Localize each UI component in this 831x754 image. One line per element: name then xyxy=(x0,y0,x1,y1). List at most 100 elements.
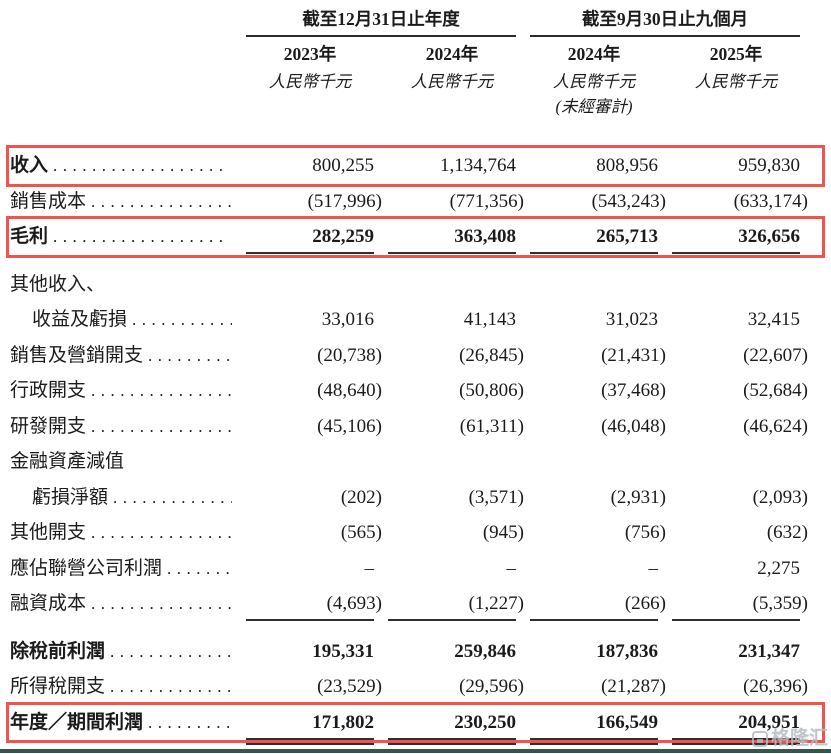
row-value: (61,311) xyxy=(459,415,524,437)
currency-unit-label: 人民幣千元 xyxy=(694,72,778,91)
row-label-cell: 行政開支.................. xyxy=(10,379,232,403)
row-value xyxy=(246,450,374,453)
row-value: (37,468) xyxy=(601,380,666,401)
row-label-cell: 所得稅開支.................. xyxy=(10,675,232,699)
row-value: 1,134,764 xyxy=(440,155,516,176)
row-value: (22,607) xyxy=(743,344,808,366)
dot-leader: .................. xyxy=(148,712,232,732)
row-value: 808,956 xyxy=(596,155,658,176)
row-value: (771,356) xyxy=(449,190,524,212)
row-value: 326,656 xyxy=(672,225,800,254)
currency-unit-label: 人民幣千元 xyxy=(552,72,636,91)
table-row: 融資成本.................. (4,693)(1,227)(266… xyxy=(10,587,808,623)
row-value: (45,106) xyxy=(317,415,382,437)
year-col-2025-9m: 2025年 xyxy=(709,44,763,64)
unaudited-row: (未經審計) xyxy=(10,97,800,117)
table-header: 截至12月31日止年度 截至9月30日止九個月 2023年 2024年 2024… xyxy=(10,0,800,117)
row-label: 金融資產減值 xyxy=(10,451,125,472)
row-label: 研發開支 xyxy=(10,415,87,437)
dot-leader: .................. xyxy=(53,156,229,175)
table-row: 毛利.................. 282,259 363,408 265,71… xyxy=(6,216,825,257)
row-value: (5,359) xyxy=(672,592,808,621)
row-label-cell: 其他開支.................. xyxy=(10,521,232,545)
row-value: – xyxy=(364,557,375,579)
row-label: 虧損淨額 xyxy=(32,486,109,508)
table-row: 金融資產減值 xyxy=(10,445,800,481)
row-value: (29,596) xyxy=(388,675,524,704)
dot-leader: .................. xyxy=(91,191,232,211)
dot-leader: .................. xyxy=(113,487,232,507)
row-label: 收益及虧損 xyxy=(32,309,128,330)
row-label: 行政開支 xyxy=(10,380,87,401)
row-label-cell: 研發開支.................. xyxy=(10,415,232,439)
row-value: (46,624) xyxy=(743,415,808,437)
watermark-logo-icon xyxy=(751,731,768,747)
table-row: 其他開支.................. (565) (945) (756) (63… xyxy=(10,516,808,552)
row-value: 231,347 xyxy=(738,640,800,662)
row-value: 41,143 xyxy=(463,309,516,330)
row-value: 195,331 xyxy=(312,640,374,662)
table-row: 研發開支.................. (45,106) (61,311) (4… xyxy=(10,410,808,446)
row-value: – xyxy=(506,557,517,579)
row-value xyxy=(530,273,658,276)
table-row: 年度／期間利潤.................. 171,802 230,250 1… xyxy=(6,701,825,745)
table-container: 截至12月31日止年度 截至9月30日止九個月 2023年 2024年 2024… xyxy=(6,0,825,745)
dot-leader: .................. xyxy=(91,381,232,400)
row-value: (21,431) xyxy=(601,344,666,366)
row-label-cell: 金融資產減值 xyxy=(10,450,232,474)
row-value: (632) xyxy=(766,522,808,543)
row-value: (23,529) xyxy=(246,675,382,704)
table-row: 應佔聯營公司利潤.................. – – – 2,275 xyxy=(10,552,800,588)
row-label-cell: 毛利.................. xyxy=(10,225,232,249)
row-value: 259,846 xyxy=(454,640,516,662)
period-group-nine-months: 截至9月30日止九個月 xyxy=(530,8,800,37)
row-label-cell: 銷售及營銷開支.................. xyxy=(10,344,232,368)
row-value: (48,640) xyxy=(317,380,382,401)
watermark-text: 格隆汇 xyxy=(770,728,828,749)
table-row: 行政開支.................. (48,640) (50,806) (3… xyxy=(10,374,808,410)
row-label: 銷售成本 xyxy=(10,190,87,212)
row-label: 所得稅開支 xyxy=(10,676,106,697)
row-label-cell: 融資成本.................. xyxy=(10,592,232,616)
row-value: (2,093) xyxy=(752,486,808,508)
bottom-divider-bar xyxy=(0,749,831,753)
row-label: 其他收入、 xyxy=(10,273,106,295)
dot-leader: .................. xyxy=(91,523,232,542)
row-value: (266) xyxy=(530,592,666,621)
row-label: 其他開支 xyxy=(10,522,87,543)
row-value: (52,684) xyxy=(743,380,808,401)
row-value: (21,287) xyxy=(530,675,666,704)
row-label-cell: 收入.................. xyxy=(10,154,232,178)
row-value: 171,802 xyxy=(246,711,374,745)
dot-leader: .................. xyxy=(53,227,229,246)
table-row: 所得稅開支.................. (23,529)(29,596)(… xyxy=(10,670,808,706)
row-label: 融資成本 xyxy=(10,593,87,614)
row-value: 363,408 xyxy=(388,225,516,254)
dot-leader: .................. xyxy=(91,594,232,613)
dot-leader: .................. xyxy=(132,310,232,329)
table-row: 收入.................. 800,255 1,134,764 808,… xyxy=(6,145,825,186)
row-value: (543,243) xyxy=(591,190,666,212)
row-value xyxy=(246,273,374,276)
dot-leader: .................. xyxy=(91,416,232,436)
row-label-cell: 其他收入、 xyxy=(10,273,232,297)
row-value: (4,693) xyxy=(246,592,382,621)
year-col-2023: 2023年 xyxy=(283,44,337,64)
row-value: (945) xyxy=(482,522,524,543)
row-value: (46,048) xyxy=(601,415,666,437)
row-label-cell: 虧損淨額.................. xyxy=(10,486,232,510)
year-col-2024: 2024年 xyxy=(425,44,479,64)
row-value: (1,227) xyxy=(388,592,524,621)
currency-unit-label: 人民幣千元 xyxy=(410,72,494,91)
row-value: (756) xyxy=(624,522,666,543)
row-value: (565) xyxy=(340,522,382,543)
table-row: 銷售及營銷開支.................. (20,738) (26,845… xyxy=(10,339,808,375)
row-value: 31,023 xyxy=(605,309,658,330)
row-value: 230,250 xyxy=(388,711,516,745)
row-value: 959,830 xyxy=(738,155,800,176)
table-row: 虧損淨額.................. (202) (3,571) (2,931… xyxy=(10,481,808,517)
row-value xyxy=(672,450,800,453)
row-value: 204,951 xyxy=(672,711,800,745)
period-group-annual: 截至12月31日止年度 xyxy=(246,8,516,37)
